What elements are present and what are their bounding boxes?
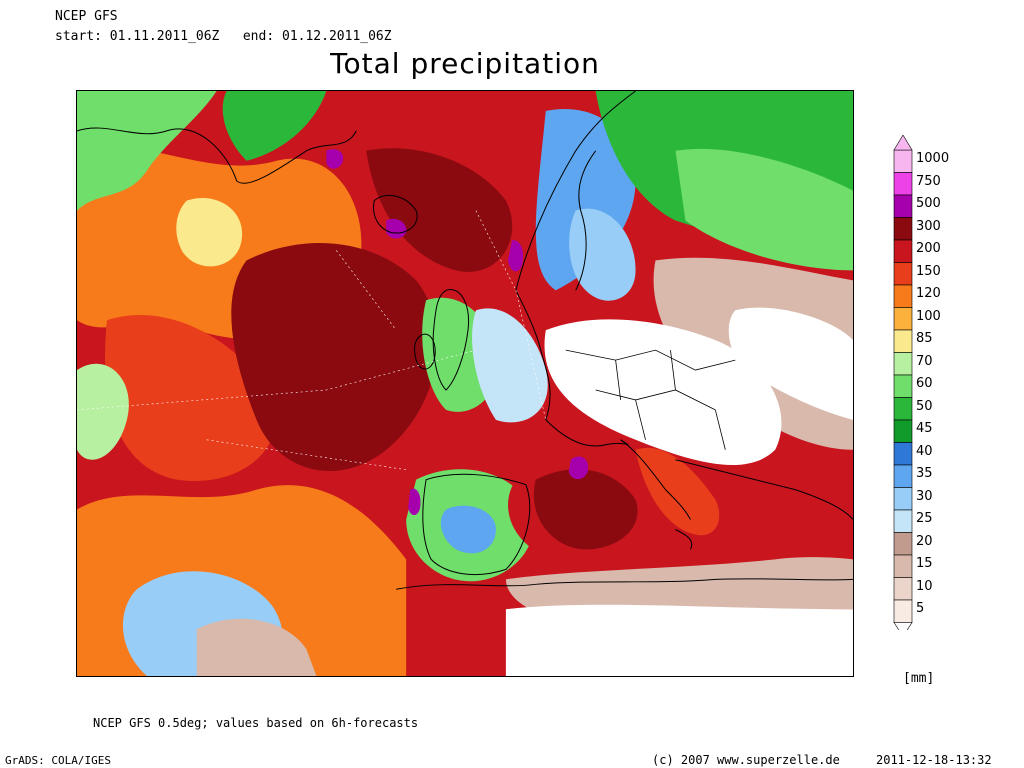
legend-label-35: 35 xyxy=(916,466,933,481)
legend-swatch-100 xyxy=(893,307,913,331)
legend-label-200: 200 xyxy=(916,241,941,256)
legend-label-120: 120 xyxy=(916,286,941,301)
precip-darkred-north xyxy=(366,148,513,272)
legend-swatch-70 xyxy=(893,352,913,376)
precip-central-europe-dry xyxy=(544,319,782,466)
period-line: start: 01.11.2011_06Z end: 01.12.2011_06… xyxy=(55,30,392,43)
coastline-ireland xyxy=(414,333,436,370)
coastline-iceland xyxy=(373,194,418,234)
legend-label-750: 750 xyxy=(916,173,941,189)
end-time: 01.12.2011_06Z xyxy=(282,29,392,44)
start-label: start: xyxy=(55,29,102,44)
precip-iberia-purple xyxy=(408,488,421,516)
map-title: Total precipitation xyxy=(330,47,600,80)
legend-label-85: 85 xyxy=(916,331,933,346)
precip-north-africa-brown xyxy=(505,557,853,620)
end-label: end: xyxy=(242,29,275,44)
precip-greenland-green xyxy=(77,91,217,211)
legend-swatch-750 xyxy=(893,172,913,196)
legend-label-300: 300 xyxy=(916,218,941,234)
precip-italy-red xyxy=(635,447,720,536)
legend-swatch-5 xyxy=(893,599,913,623)
precip-color-scale xyxy=(893,135,913,630)
precip-norway-purple xyxy=(507,240,524,272)
start-time: 01.11.2011_06Z xyxy=(109,29,220,44)
legend-max-arrow xyxy=(893,135,913,151)
legend-label-40: 40 xyxy=(916,443,933,459)
coastline-europe-continent xyxy=(515,290,853,520)
legend-label-60: 60 xyxy=(916,376,933,391)
legend-swatch-120 xyxy=(893,284,913,308)
legend-label-100: 100 xyxy=(916,308,941,324)
legend-swatch-25 xyxy=(893,509,913,533)
legend-label-45: 45 xyxy=(916,421,933,436)
legend-swatch-200 xyxy=(893,239,913,263)
precip-iceland-purple xyxy=(386,218,407,239)
legend-swatch-10 xyxy=(893,577,913,601)
legend-label-70: 70 xyxy=(916,353,933,369)
legend-label-150: 150 xyxy=(916,263,941,279)
precipitation-map xyxy=(76,90,854,677)
legend-swatch-20 xyxy=(893,532,913,556)
coastline-greenland xyxy=(77,127,357,184)
legend-swatch-50 xyxy=(893,397,913,421)
legend-label-15: 15 xyxy=(916,556,933,571)
legend-label-1000: 1000 xyxy=(916,151,950,166)
legend-swatch-500 xyxy=(893,194,913,218)
precip-north-africa-dry xyxy=(505,604,853,676)
precip-darkred-core xyxy=(231,243,438,471)
coastline-scandinavia xyxy=(515,91,636,291)
legend-label-500: 500 xyxy=(916,196,941,211)
precip-iberia-blue xyxy=(440,505,496,554)
precip-greenland-tip xyxy=(222,91,327,161)
coastline-italy xyxy=(620,439,693,550)
precip-southwest-dryspot xyxy=(196,618,317,676)
legend-swatch-30 xyxy=(893,487,913,511)
precip-greenland-purple xyxy=(326,149,344,169)
precip-med-darkred xyxy=(533,469,638,550)
precip-west-green xyxy=(77,363,129,460)
legend-swatch-150 xyxy=(893,262,913,286)
software-credit: GrADS: COLA/IGES xyxy=(5,754,111,767)
borders-central-europe xyxy=(565,349,736,450)
copyright-notice: (c) 2007 www.superzelle.de xyxy=(652,753,840,767)
legend-swatch-15 xyxy=(893,554,913,578)
legend-swatch-300 xyxy=(893,217,913,241)
precipitation-field xyxy=(77,91,853,676)
legend-swatch-1000 xyxy=(893,149,913,173)
precip-lowcell-yellow xyxy=(176,198,243,267)
legend-label-5: 5 xyxy=(916,601,925,616)
legend-label-50: 50 xyxy=(916,398,933,414)
legend-min-arrow xyxy=(893,622,913,630)
coastline-uk xyxy=(432,289,470,391)
precip-atlantic-orange-central xyxy=(105,314,276,481)
legend-swatch-85 xyxy=(893,329,913,353)
legend-label-10: 10 xyxy=(916,578,933,594)
legend-swatch-45 xyxy=(893,419,913,443)
legend-unit: [mm] xyxy=(903,671,935,686)
legend-label-20: 20 xyxy=(916,533,933,549)
generated-timestamp: 2011-12-18-13:32 xyxy=(876,753,992,767)
precip-uk-coast-blue xyxy=(472,308,548,423)
coastline-iberia xyxy=(422,473,531,575)
precip-med-purple xyxy=(568,456,589,480)
precip-east-lightgreen xyxy=(675,148,853,271)
legend-swatch-40 xyxy=(893,442,913,466)
legend-swatch-60 xyxy=(893,374,913,398)
grid-lines xyxy=(77,210,547,471)
legend-label-30: 30 xyxy=(916,488,933,504)
coastline-north-africa xyxy=(396,578,853,590)
legend-swatch-35 xyxy=(893,464,913,488)
precip-eastern-dry xyxy=(728,307,853,420)
legend-label-25: 25 xyxy=(916,511,933,526)
model-footnote: NCEP GFS 0.5deg; values based on 6h-fore… xyxy=(93,716,419,730)
model-label: NCEP GFS xyxy=(55,9,118,24)
